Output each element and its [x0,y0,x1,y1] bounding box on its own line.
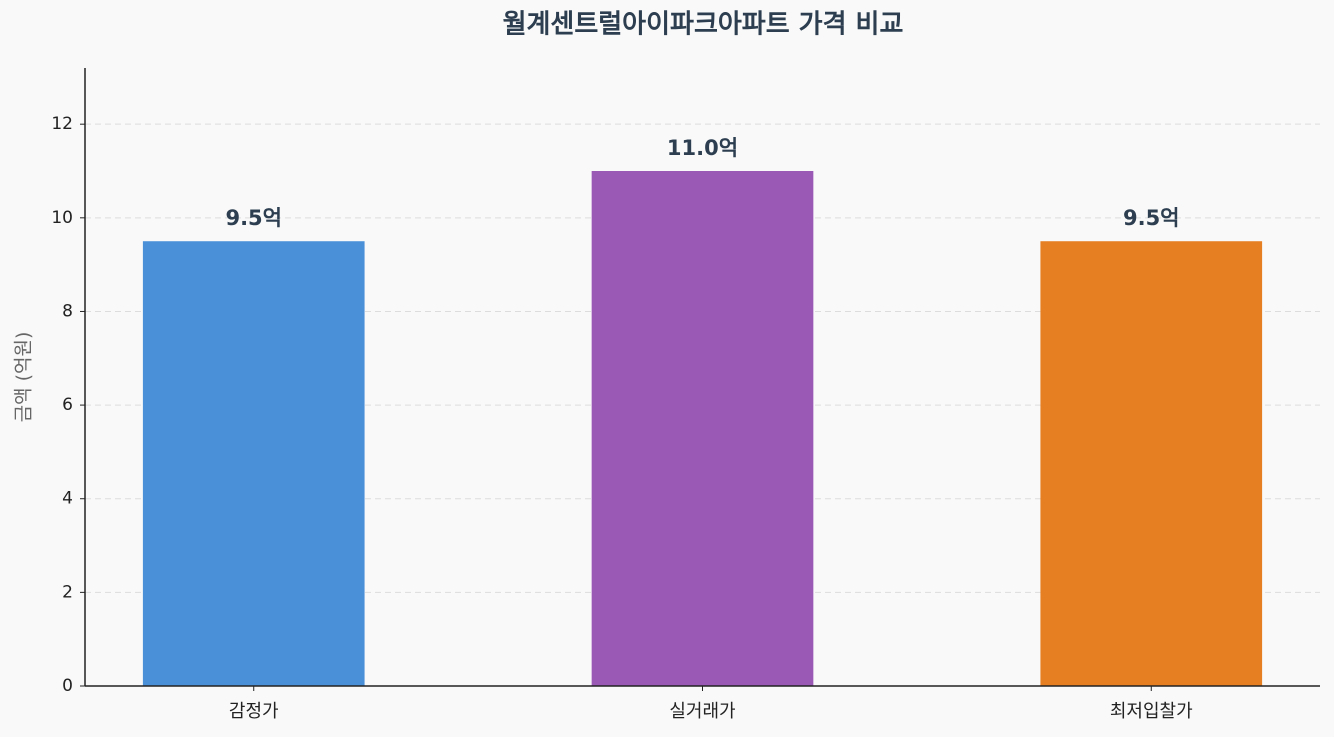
y-tick-label: 0 [62,676,73,696]
value-label: 9.5억 [1123,206,1180,230]
bar [591,171,814,686]
y-tick-label: 10 [51,208,73,228]
value-label: 9.5억 [225,206,282,230]
y-tick-label: 8 [62,301,73,321]
y-tick-label: 12 [51,114,73,134]
y-tick-label: 4 [62,489,73,509]
chart-title: 월계센트럴아이파크아파트 가격 비교 [503,10,904,40]
value-label: 11.0억 [667,136,738,160]
bar [142,241,365,686]
bar [1040,241,1263,686]
x-tick-label: 감정가 [229,701,279,722]
y-tick-label: 2 [62,582,73,602]
x-tick-label: 실거래가 [669,701,735,722]
y-axis-label: 금액 (억원) [13,332,35,423]
y-tick-label: 6 [62,395,73,415]
x-tick-label: 최저입찰가 [1110,701,1193,722]
